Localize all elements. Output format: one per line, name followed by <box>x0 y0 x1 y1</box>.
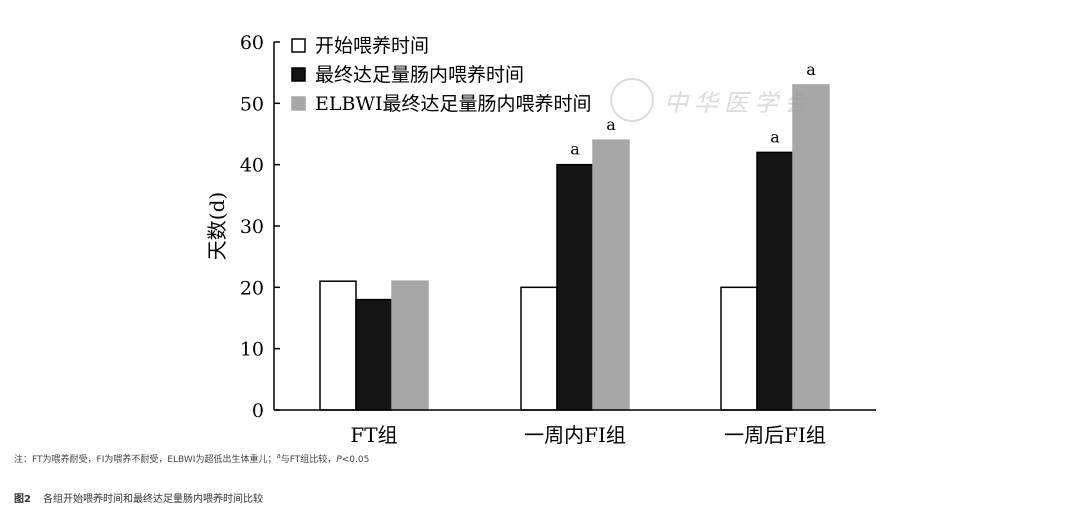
note-prefix: 注：FT为喂养耐受，FI为喂养不耐受，ELBWI为超低出生体重儿； <box>14 455 277 465</box>
bar <box>592 139 630 411</box>
bars-layer: a a a a <box>319 60 830 411</box>
bar <box>391 280 429 411</box>
watermark-seal-icon <box>610 78 654 122</box>
legend-label: ELBWI最终达足量肠内喂养时间 <box>315 93 591 115</box>
watermark: 中华医学会 <box>610 75 840 125</box>
bar <box>756 151 794 411</box>
y-tick-label: 50 <box>240 93 264 115</box>
legend-label: 最终达足量肠内喂养时间 <box>315 64 524 86</box>
caption-text: 各组开始喂养时间和最终达足量肠内喂养时间比较 <box>42 494 263 505</box>
bar <box>520 286 558 411</box>
x-tick-label: FT组 <box>350 423 397 447</box>
legend-swatch <box>291 38 306 53</box>
x-tick-label: 一周后FI组 <box>724 423 826 447</box>
bar <box>720 286 758 411</box>
y-tick-label: 0 <box>252 400 264 422</box>
y-tick-label: 60 <box>240 32 264 54</box>
significance-label: a <box>806 60 816 79</box>
note-suffix: <0.05 <box>341 455 370 465</box>
caption-label: 图2 <box>14 494 31 505</box>
bar <box>556 163 594 411</box>
significance-label: a <box>570 140 580 159</box>
y-tick-label: 10 <box>240 339 264 361</box>
y-tick-label: 30 <box>240 216 264 238</box>
bar-chart: a a a a 0 10 20 30 40 50 60 FT组 一周内FI组 一周后FI组 开始喂养时间… <box>205 32 876 447</box>
bar <box>355 298 393 411</box>
legend-label: 开始喂养时间 <box>315 35 429 57</box>
y-tick-label: 20 <box>240 277 264 299</box>
x-tick-label: 一周内FI组 <box>524 423 626 447</box>
y-axis-label: 天数(d) <box>205 192 229 260</box>
legend-swatch <box>291 96 306 111</box>
significance-label: a <box>770 127 780 146</box>
note-superscript: a <box>276 452 281 460</box>
y-tick-label: 40 <box>240 155 264 177</box>
axes-layer: 0 10 20 30 40 50 60 FT组 一周内FI组 一周后FI组 <box>240 32 876 447</box>
significance-label: a <box>606 115 616 134</box>
legend-swatch <box>291 67 306 82</box>
bar <box>319 280 357 411</box>
bar <box>792 84 830 411</box>
note-mid: 与FT组比较， <box>280 455 337 465</box>
chart-note: 注：FT为喂养耐受，FI为喂养不耐受，ELBWI为超低出生体重儿；a与FT组比较… <box>14 452 369 465</box>
figure-caption: 图2 各组开始喂养时间和最终达足量肠内喂养时间比较 <box>14 490 263 505</box>
watermark-text: 中华医学会 <box>664 88 814 117</box>
note-p-symbol: P <box>336 455 342 465</box>
